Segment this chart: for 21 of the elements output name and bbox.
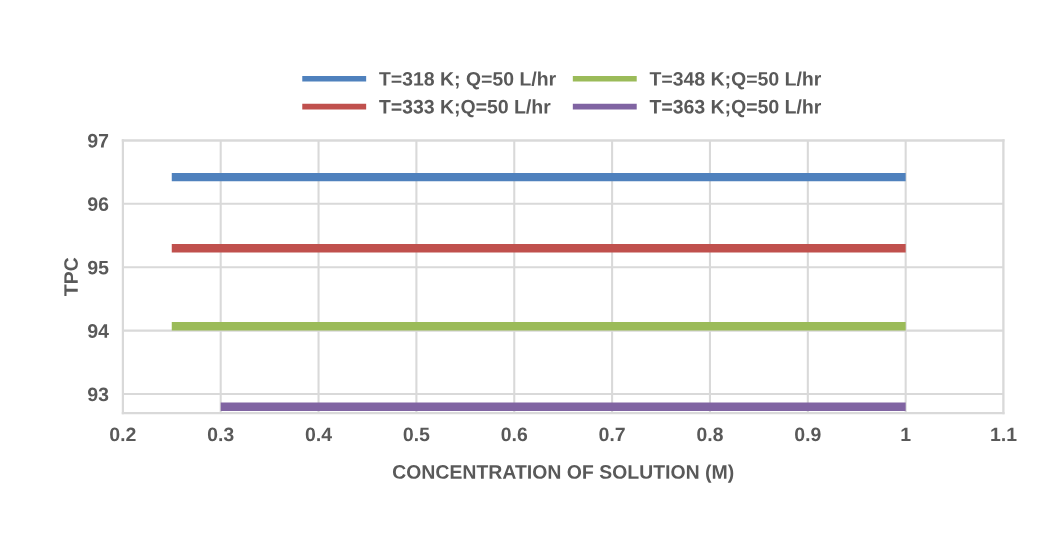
y-tick-label: 94 xyxy=(88,324,109,338)
x-tick-label: 0.2 xyxy=(110,427,136,442)
x-tick-label: 0.9 xyxy=(795,427,821,442)
x-tick-label: 1 xyxy=(901,427,911,442)
x-tick-label: 0.6 xyxy=(501,427,528,442)
y-axis-title: TPC xyxy=(64,257,78,296)
legend-label: T=333 K;Q=50 L/hr xyxy=(379,99,551,118)
x-tick-label: 0.7 xyxy=(599,427,625,442)
x-tick-label: 1.1 xyxy=(991,427,1017,442)
x-tick-label: 0.4 xyxy=(305,427,332,442)
x-tick-label: 0.5 xyxy=(403,427,430,442)
legend-label: T=348 K;Q=50 L/hr xyxy=(649,71,822,90)
y-tick-label: 96 xyxy=(88,197,109,212)
y-tick-label: 93 xyxy=(88,387,109,402)
x-axis-title: CONCENTRATION OF SOLUTION (M) xyxy=(392,464,734,483)
legend-label: T=318 K; Q=50 L/hr xyxy=(379,71,556,90)
x-tick-label: 0.8 xyxy=(697,427,723,442)
y-tick-label: 95 xyxy=(88,260,109,275)
legend-label: T=363 K;Q=50 L/hr xyxy=(649,99,822,118)
y-tick-label: 97 xyxy=(88,133,109,148)
x-tick-label: 0.3 xyxy=(207,427,234,442)
